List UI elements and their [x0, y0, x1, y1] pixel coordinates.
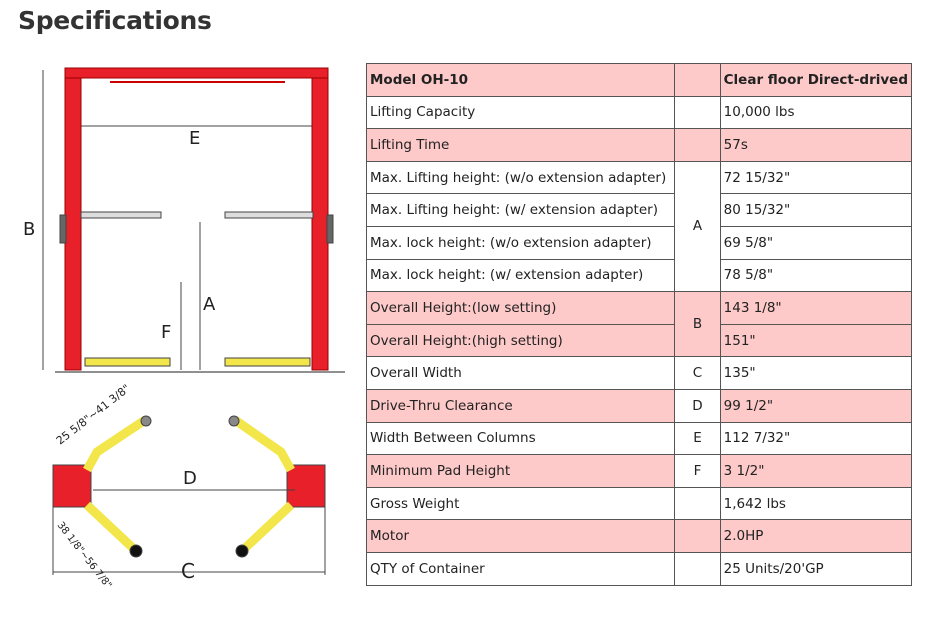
row-label: Lifting Time — [365, 128, 676, 162]
row-value: 72 15/32" — [719, 160, 913, 195]
row-label: Lifting Capacity — [365, 95, 676, 130]
table-row: Max. Lifting height: (w/ extension adapt… — [365, 193, 913, 227]
table-row: Lifting Time 57s — [365, 128, 913, 162]
table-row: Max. lock height: (w/o extension adapter… — [365, 225, 913, 260]
page-title: Specifications — [18, 6, 212, 35]
label-a: A — [203, 294, 216, 315]
row-code — [674, 486, 721, 521]
row-value: 2.0HP — [719, 519, 913, 553]
lift-diagram: B E A F 25 5/8"~41 3/8" 38 1/8"~56 7/8" … — [23, 67, 345, 590]
table-row: Motor 2.0HP — [365, 519, 913, 553]
row-value: 10,000 lbs — [719, 95, 913, 130]
row-label: Minimum Pad Height — [365, 454, 676, 488]
front-view — [42, 67, 345, 373]
row-label: Max. Lifting height: (w/ extension adapt… — [365, 193, 676, 227]
table-row: QTY of Container 25 Units/20'GP — [365, 551, 913, 586]
row-code: C — [674, 356, 721, 390]
label-c: C — [181, 559, 195, 583]
table-row: Max. lock height: (w/ extension adapter)… — [365, 258, 913, 293]
specifications-table: Model OH-10 Clear floor Direct-drived Li… — [365, 63, 913, 586]
arm-long-dimension: 38 1/8"~56 7/8" — [55, 520, 114, 590]
row-value: 25 Units/20'GP — [719, 551, 913, 586]
table-header-row: Model OH-10 Clear floor Direct-drived — [365, 63, 913, 97]
table-row: Lifting Capacity 10,000 lbs — [365, 95, 913, 130]
table-row: Max. Lifting height: (w/o extension adap… — [365, 160, 913, 293]
row-label: Overall Height:(high setting) — [365, 323, 676, 358]
row-label: Max. lock height: (w/ extension adapter) — [365, 258, 676, 293]
row-code — [674, 551, 721, 586]
row-label: Overall Height:(low setting) — [365, 291, 676, 325]
table-row: Width Between Columns E 112 7/32" — [365, 421, 913, 456]
label-e: E — [189, 128, 200, 149]
table-row: Drive-Thru Clearance D 99 1/2" — [365, 388, 913, 423]
row-code: E — [674, 421, 721, 456]
row-code — [674, 95, 721, 130]
top-view — [52, 415, 326, 575]
table-row: Overall Width C 135" — [365, 356, 913, 390]
row-value: 3 1/2" — [719, 454, 913, 488]
row-value: 80 15/32" — [719, 193, 913, 227]
row-label: Max. Lifting height: (w/o extension adap… — [365, 160, 676, 195]
row-label: Overall Width — [365, 356, 676, 390]
table-row: Overall Height:(low setting) B 143 1/8" — [365, 291, 913, 358]
table-row: Minimum Pad Height F 3 1/2" — [365, 454, 913, 488]
row-label: Gross Weight — [365, 486, 676, 521]
table-row: Gross Weight 1,642 lbs — [365, 486, 913, 521]
row-value: 1,642 lbs — [719, 486, 913, 521]
table-row: Overall Height:(high setting) 151" — [365, 323, 913, 358]
label-f: F — [161, 322, 171, 343]
row-label: Drive-Thru Clearance — [365, 388, 676, 423]
row-code — [674, 519, 721, 553]
row-label: Max. lock height: (w/o extension adapter… — [365, 225, 676, 260]
row-value: 112 7/32" — [719, 421, 913, 456]
row-value: 99 1/2" — [719, 388, 913, 423]
row-code: F — [674, 454, 721, 488]
row-label: QTY of Container — [365, 551, 676, 586]
header-type: Clear floor Direct-drived — [719, 63, 913, 97]
row-code — [674, 128, 721, 162]
row-value: 135" — [719, 356, 913, 390]
row-value: 78 5/8" — [719, 258, 913, 293]
header-model: Model OH-10 — [365, 63, 676, 97]
row-code: A — [674, 160, 721, 293]
row-label: Width Between Columns — [365, 421, 676, 456]
row-label: Motor — [365, 519, 676, 553]
row-value: 143 1/8" — [719, 291, 913, 325]
row-value: 57s — [719, 128, 913, 162]
row-code: D — [674, 388, 721, 423]
row-code: B — [674, 291, 721, 358]
row-value: 151" — [719, 323, 913, 358]
header-code — [674, 63, 721, 97]
label-b: B — [23, 219, 35, 240]
row-value: 69 5/8" — [719, 225, 913, 260]
label-d: D — [183, 468, 197, 489]
